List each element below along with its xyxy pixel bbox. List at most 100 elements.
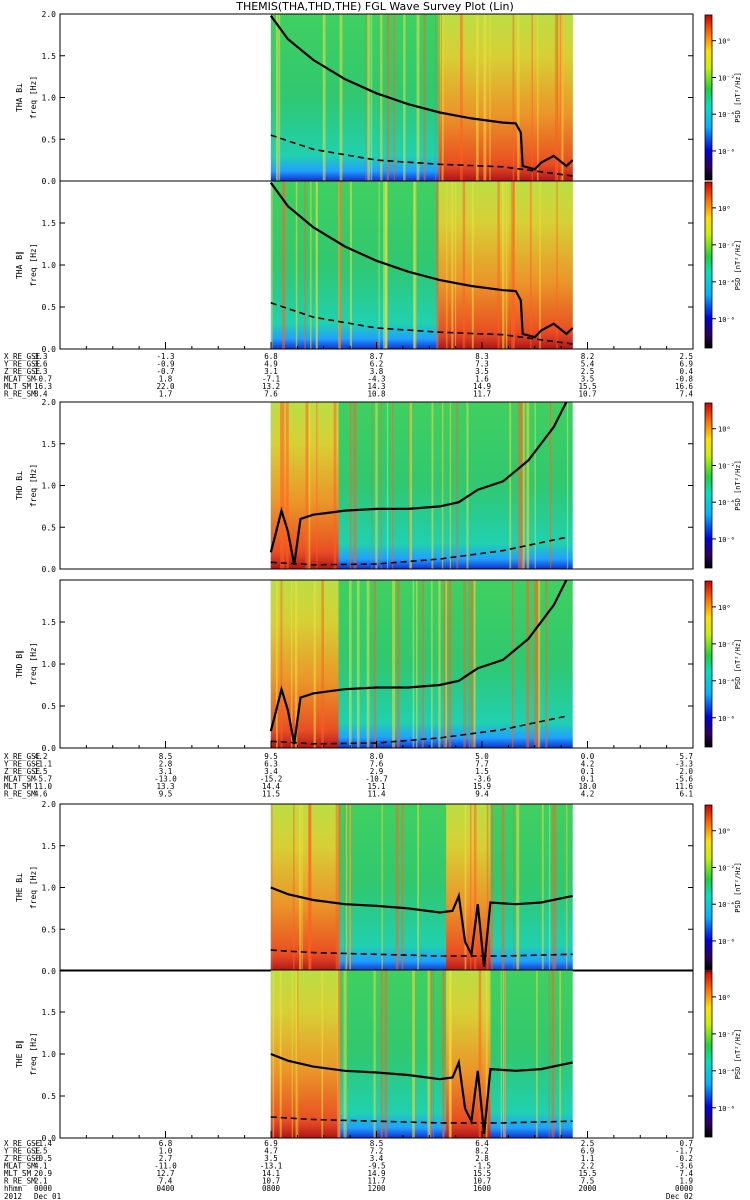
spectral-streak xyxy=(446,181,448,349)
colorbar-tick-label: 10⁻⁴ xyxy=(718,499,735,507)
fce-line xyxy=(269,182,574,339)
burst-region xyxy=(270,970,339,1138)
spectrogram-panel xyxy=(59,969,716,1139)
spectral-streak xyxy=(309,804,311,971)
ephem-value: -7.1 xyxy=(262,375,280,384)
ephem-value: 3.3 xyxy=(34,352,48,361)
burst-region xyxy=(446,804,491,971)
burst-region xyxy=(438,181,573,349)
spectral-streak xyxy=(435,14,437,181)
ephem-value: 14.9 xyxy=(473,382,491,391)
fce-line xyxy=(270,886,573,967)
spectral-streak xyxy=(384,970,388,1138)
colorbar-tick-label: 10⁻⁴ xyxy=(718,279,735,287)
panel-ylabel-unit: freq [Hz] xyxy=(29,866,38,909)
spectral-streak xyxy=(436,181,439,349)
ephem-label: X_RE_GSE xyxy=(4,752,41,761)
ephem-value: 14.1 xyxy=(262,1169,280,1178)
y-tick-label: 0.0 xyxy=(42,345,57,354)
colorbar-label: PSD [nT²/Hz] xyxy=(734,460,742,511)
spectral-streak xyxy=(471,181,474,349)
y-tick-label: 0.0 xyxy=(42,1134,57,1143)
ephem-value: -4.3 xyxy=(367,375,385,384)
spectral-streak xyxy=(366,580,370,748)
spectral-streak xyxy=(371,402,373,569)
ephem-value: 6.3 xyxy=(264,760,278,769)
spectral-streak xyxy=(500,970,502,1138)
ephem-value: -0.5 xyxy=(34,1154,52,1163)
y-tick-label: 1.0 xyxy=(42,884,57,893)
spectral-streak xyxy=(378,181,380,349)
colorbar-label: PSD [nT²/Hz] xyxy=(734,862,742,913)
half-fce-line xyxy=(270,134,573,177)
spectral-streak xyxy=(275,580,278,748)
spectral-streak xyxy=(545,580,548,748)
spectral-streak xyxy=(534,580,537,748)
spectral-streak xyxy=(552,804,555,971)
panel-ylabel: THD B∥ xyxy=(15,650,24,678)
ephem-value: 15.9 xyxy=(473,782,491,791)
burst-region xyxy=(270,804,339,971)
spectral-streak xyxy=(445,580,447,748)
spectral-streak xyxy=(316,402,318,569)
ephem-value: 7.3 xyxy=(475,360,489,369)
spectral-streak xyxy=(451,181,454,349)
spectral-streak xyxy=(321,580,324,748)
y-tick-label: 0.5 xyxy=(42,523,57,532)
spectral-streak xyxy=(393,14,395,181)
spectral-streak xyxy=(310,181,312,349)
spectral-streak xyxy=(536,970,538,1138)
spectral-streak xyxy=(380,402,382,569)
spectral-streak xyxy=(338,804,341,971)
ephem-value: 18.0 xyxy=(578,782,597,791)
time-tick-label: 0000 xyxy=(675,1184,694,1193)
time-tick-label: 1200 xyxy=(367,1184,386,1193)
spectral-streak xyxy=(275,14,279,181)
ephem-label: MLT_SM xyxy=(4,382,32,391)
spectrogram-panel xyxy=(59,579,716,749)
spectral-streak xyxy=(345,804,348,971)
ephem-label: MLT_SM xyxy=(4,782,32,791)
ephem-value: 3.5 xyxy=(264,1154,278,1163)
y-tick-label: 2.0 xyxy=(42,10,57,19)
ephem-value: 9.5 xyxy=(264,752,278,761)
spectral-streak xyxy=(338,181,342,349)
spectral-streak xyxy=(335,804,338,971)
y-tick-label: 1.0 xyxy=(42,94,57,103)
colorbar-label: PSD [nT²/Hz] xyxy=(734,1029,742,1080)
spectral-streak xyxy=(438,580,441,748)
ephem-value: -13.1 xyxy=(260,1162,283,1171)
ephem-value: 5.4 xyxy=(581,360,595,369)
ephem-value: 6.9 xyxy=(264,1139,278,1148)
ephem-label: Z_RE_GSE xyxy=(4,1154,41,1163)
colorbar-tick-label: 10⁻⁶ xyxy=(718,938,735,946)
ephem-value: 2.0 xyxy=(679,767,693,776)
spectral-streak xyxy=(442,970,445,1138)
spectral-streak xyxy=(290,580,293,748)
spectral-streak xyxy=(468,580,471,748)
ephem-value: 16.3 xyxy=(34,382,52,391)
panel-ylabel-unit: freq [Hz] xyxy=(29,1032,38,1075)
time-tick-label: 0800 xyxy=(262,1184,281,1193)
ephem-value: 11.7 xyxy=(367,1177,385,1186)
year-label: 2012 xyxy=(4,1192,22,1200)
ephem-value: 6.9 xyxy=(679,360,693,369)
ephem-value: 11.4 xyxy=(367,790,386,799)
ephem-value: 0.4 xyxy=(679,367,693,376)
spectral-streak xyxy=(427,970,431,1138)
ephem-value: 4.2 xyxy=(581,760,595,769)
ephem-value: -15.2 xyxy=(260,775,283,784)
spectrogram-panel xyxy=(59,803,716,972)
spectral-streak xyxy=(412,970,415,1138)
ephem-value: 15.1 xyxy=(367,782,385,791)
ephem-value: 10.7 xyxy=(473,1177,491,1186)
y-tick-label: 1.0 xyxy=(42,660,57,669)
ephem-value: 8.2 xyxy=(581,352,595,361)
spectral-streak xyxy=(441,14,443,181)
spectral-streak xyxy=(431,580,433,748)
ephem-value: 8.7 xyxy=(370,352,384,361)
spectral-streak xyxy=(343,970,345,1138)
spectral-streak xyxy=(554,14,558,181)
spectral-streak xyxy=(531,14,533,181)
ephem-value: 8.0 xyxy=(370,752,384,761)
